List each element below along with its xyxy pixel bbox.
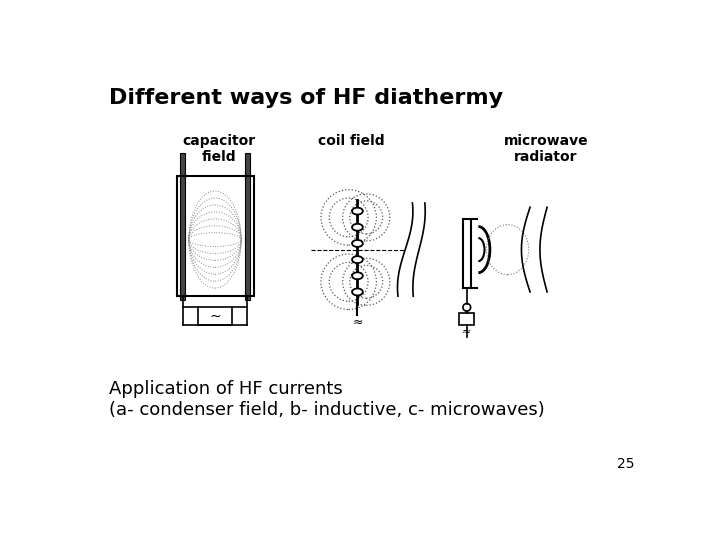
Bar: [459, 313, 474, 325]
Text: ≈: ≈: [462, 327, 472, 337]
Ellipse shape: [352, 224, 363, 231]
Ellipse shape: [352, 240, 363, 247]
Text: capacitor
field: capacitor field: [182, 134, 256, 164]
Ellipse shape: [352, 288, 363, 295]
Bar: [176, 177, 253, 296]
Ellipse shape: [352, 208, 363, 214]
Ellipse shape: [463, 303, 471, 311]
Text: ≈: ≈: [352, 315, 363, 328]
Text: microwave
radiator: microwave radiator: [504, 134, 588, 164]
Text: Application of HF currents: Application of HF currents: [109, 381, 343, 399]
Ellipse shape: [352, 256, 363, 263]
Bar: [198, 307, 232, 325]
Text: 25: 25: [617, 457, 634, 471]
Text: ~: ~: [210, 309, 221, 323]
Ellipse shape: [352, 272, 363, 279]
Text: (a- condenser field, b- inductive, c- microwaves): (a- condenser field, b- inductive, c- mi…: [109, 401, 544, 419]
Text: Different ways of HF diathermy: Different ways of HF diathermy: [109, 88, 503, 108]
Text: coil field: coil field: [318, 134, 384, 148]
Bar: [245, 153, 250, 300]
Bar: [180, 153, 185, 300]
